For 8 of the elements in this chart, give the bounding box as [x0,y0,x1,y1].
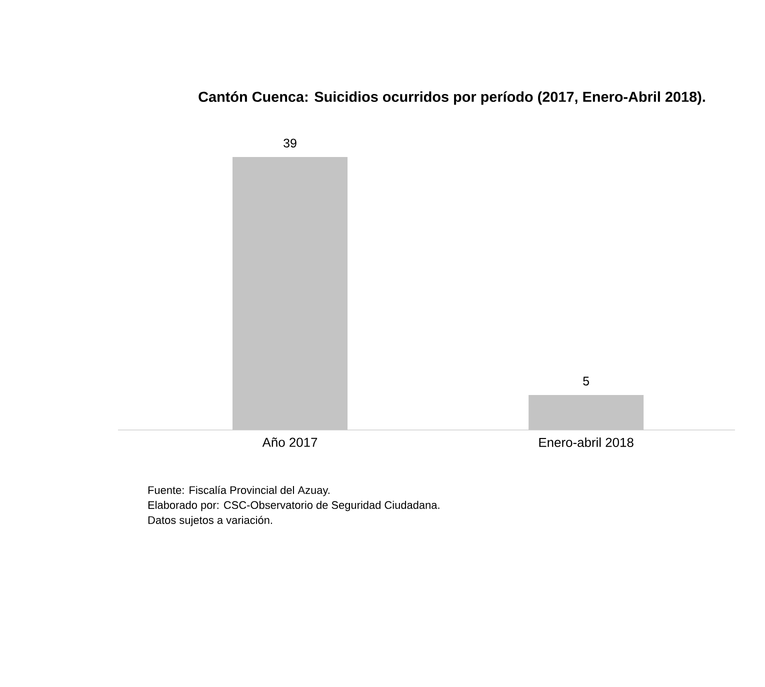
chart-title: Cantón Cuenca: Suicidios ocurridos por período (2017, Enero-Abril 2018). [198,91,705,105]
source-note: Fuente: Fiscalía Provincial del Azuay. [148,486,330,496]
x-tick-label: Año 2017 [262,437,318,447]
text: Datos sujetos a variación. [148,516,272,526]
data-label: 39 [284,138,296,148]
text: Elaborado por: CSC-Observatorio de Seguridad Ciudadana. [148,500,440,512]
data-label: 5 [583,376,590,386]
x-tick-label: Enero-abril 2018 [539,438,634,448]
